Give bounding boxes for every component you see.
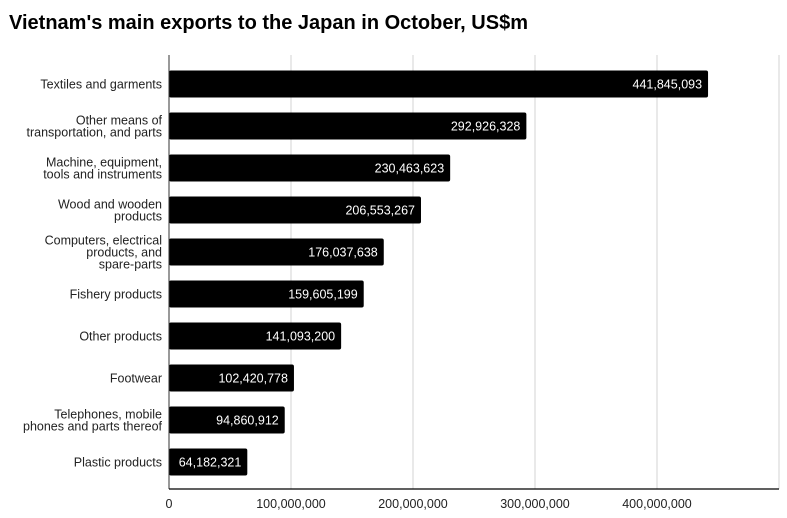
bar xyxy=(169,280,364,308)
category-label-line: Telephones, mobile xyxy=(54,408,162,422)
category-label-line: tools and instruments xyxy=(43,168,162,182)
category-label: Other products xyxy=(79,330,162,344)
category-label-line: Textiles and garments xyxy=(40,78,162,92)
category-label-line: products xyxy=(114,210,162,224)
data-label: 141,093,200 xyxy=(266,330,336,344)
category-label: Other means of transportation, and parts xyxy=(27,114,163,140)
bar xyxy=(169,322,342,350)
category-label: Computers, electrical products, and spare-… xyxy=(45,234,162,272)
data-label: 441,845,093 xyxy=(633,78,703,92)
data-label: 64,182,321 xyxy=(179,456,242,470)
bar xyxy=(169,154,451,182)
bar xyxy=(169,448,248,476)
bar xyxy=(169,112,527,140)
data-label: 94,860,912 xyxy=(216,414,279,428)
category-label-line: phones and parts thereof xyxy=(23,420,163,434)
x-tick-label: 0 xyxy=(166,497,173,511)
category-label: Telephones, mobile phones and parts there… xyxy=(23,408,163,434)
bar xyxy=(169,406,285,434)
data-label: 159,605,199 xyxy=(288,288,358,302)
x-tick-label: 400,000,000 xyxy=(622,497,692,511)
x-tick-label: 100,000,000 xyxy=(256,497,326,511)
data-label: 176,037,638 xyxy=(308,246,378,260)
x-tick-label: 300,000,000 xyxy=(500,497,570,511)
category-label-line: Wood and wooden xyxy=(58,198,162,212)
category-label-line: transportation, and parts xyxy=(27,126,163,140)
chart-title: Vietnam's main exports to the Japan in O… xyxy=(9,12,528,34)
category-label: Machine, equipment, tools and instruments xyxy=(43,156,162,182)
category-label: Textiles and garments xyxy=(40,78,162,92)
bar xyxy=(169,70,709,98)
bar xyxy=(169,238,384,266)
bar xyxy=(169,196,421,224)
x-tick-label: 200,000,000 xyxy=(378,497,448,511)
category-label: Plastic products xyxy=(74,456,162,470)
data-label: 206,553,267 xyxy=(345,204,415,218)
category-label-line: Other products xyxy=(79,330,162,344)
category-label: Wood and wooden products xyxy=(58,198,162,224)
category-label-line: Machine, equipment, xyxy=(46,156,162,170)
data-label: 102,420,778 xyxy=(218,372,288,386)
category-label-line: Fishery products xyxy=(70,288,162,302)
category-label-line: Other means of xyxy=(76,114,163,128)
category-label: Footwear xyxy=(110,372,162,386)
data-label: 292,926,328 xyxy=(451,120,521,134)
category-label: Fishery products xyxy=(70,288,162,302)
category-label-line: spare-parts xyxy=(99,258,162,272)
bar xyxy=(169,364,294,392)
data-label: 230,463,623 xyxy=(375,162,445,176)
category-label-line: products, and xyxy=(86,246,162,260)
category-label-line: Computers, electrical xyxy=(45,234,162,248)
category-label-line: Footwear xyxy=(110,372,162,386)
category-label-line: Plastic products xyxy=(74,456,162,470)
